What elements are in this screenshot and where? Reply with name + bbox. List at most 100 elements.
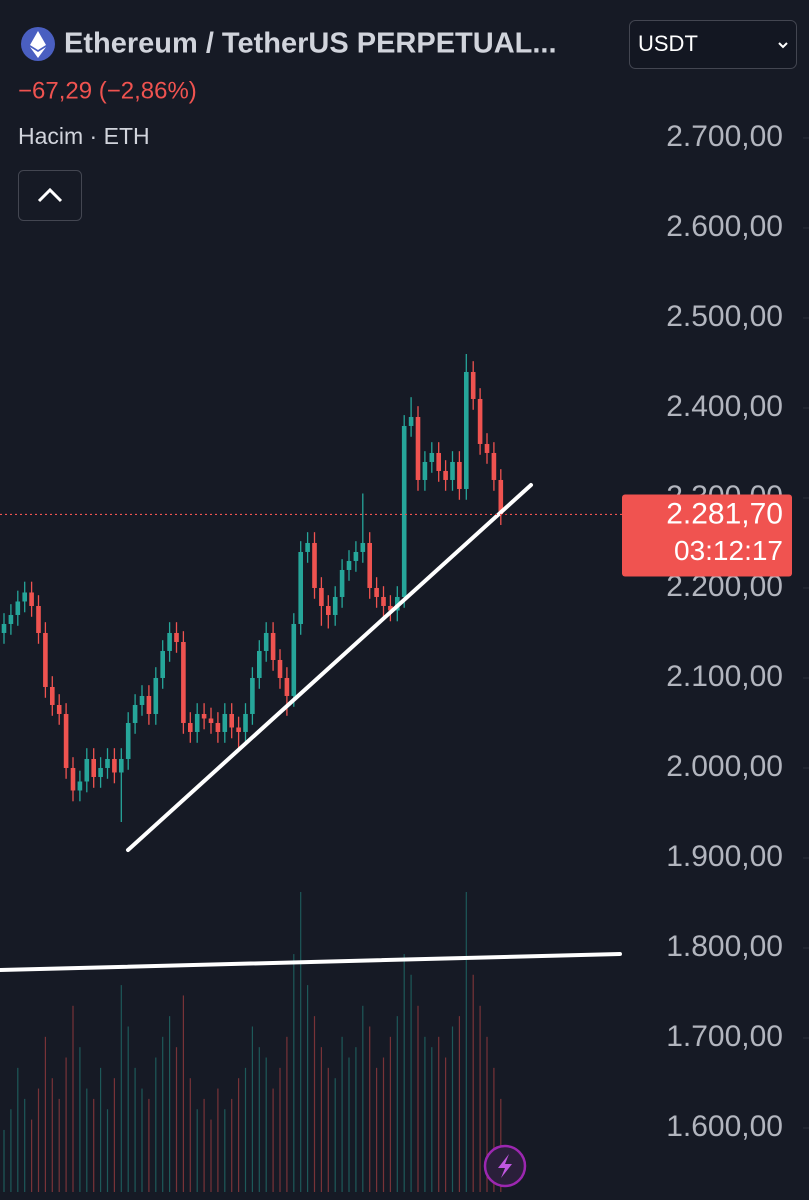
candle-body (174, 632, 179, 642)
candle-body (491, 452, 497, 480)
candle-body (98, 767, 103, 777)
volume-bar (403, 954, 405, 1192)
candle-body (160, 650, 165, 678)
candle-body (374, 587, 379, 597)
candle-layer (1, 353, 504, 822)
candle-body (353, 551, 359, 561)
volume-bar (148, 1098, 150, 1192)
candle-body (146, 695, 152, 714)
candle-body (470, 371, 476, 399)
volume-bar (51, 1078, 53, 1192)
volume-bar (300, 892, 302, 1192)
candle-body (401, 425, 407, 597)
candle-body (56, 704, 62, 714)
volume-bar (369, 1026, 371, 1192)
volume-bar (355, 1047, 357, 1192)
candle-body (63, 713, 69, 768)
candle-body (498, 479, 504, 515)
last-price-label: 2.281,70 (666, 497, 783, 530)
volume-bar (10, 1109, 12, 1192)
volume-bar (389, 1036, 391, 1192)
volume-bar (231, 1098, 233, 1192)
y-tick-label: 2.100,00 (666, 660, 783, 693)
candle-body (477, 398, 483, 444)
volume-bar (258, 1047, 260, 1192)
lightning-icon (498, 1154, 512, 1178)
volume-bar (244, 1067, 247, 1192)
y-tick-label: 2.500,00 (666, 300, 783, 333)
candle-body (257, 650, 262, 678)
candle-body (263, 632, 269, 651)
candle-body (243, 713, 248, 732)
candle-body (408, 416, 414, 426)
y-tick-label: 1.600,00 (666, 1110, 783, 1143)
candle-body (388, 605, 393, 611)
dropdown-arrow (778, 42, 788, 49)
currency-select[interactable] (629, 20, 797, 69)
volume-bar (272, 1088, 274, 1192)
volume-bar (182, 995, 184, 1192)
candle-body (188, 722, 193, 732)
candle-body (457, 461, 462, 489)
volume-bar (31, 1119, 33, 1192)
candle-body (112, 758, 117, 773)
volume-bar (424, 1036, 426, 1192)
candle-body (194, 713, 200, 732)
candle-body (153, 677, 159, 714)
volume-bar (417, 1005, 419, 1192)
volume-bar (72, 1005, 74, 1192)
candle-body (381, 596, 386, 606)
y-tick-label: 2.700,00 (666, 120, 783, 153)
trendline (0, 952, 622, 972)
candle-body (484, 443, 490, 453)
symbol-title[interactable]: Ethereum / TetherUS PERPETUAL... (64, 28, 557, 60)
volume-bar (224, 1109, 226, 1192)
candle-body (36, 605, 41, 633)
volume-bar (134, 1067, 136, 1192)
candle-body (8, 614, 14, 624)
last-price: 2.281,70 03:12:17 (0, 494, 792, 577)
volume-bar (238, 1078, 240, 1192)
candle-body (201, 713, 207, 719)
volume-bar (320, 1047, 322, 1192)
candle-body (415, 416, 421, 480)
chevron-up (37, 187, 63, 203)
candle-body (298, 551, 303, 624)
candle-body (436, 452, 441, 471)
candle-body (443, 470, 448, 480)
volume-bar (479, 1005, 481, 1192)
candle-body (284, 677, 290, 696)
y-tick-label: 2.400,00 (666, 390, 783, 423)
y-tick-label: 2.000,00 (666, 750, 783, 783)
price-change: −67,29 (−2,86%) (18, 77, 197, 104)
volume-bar (465, 892, 467, 1192)
candle-body (450, 461, 455, 480)
countdown: 03:12:17 (674, 535, 783, 566)
candle-body (332, 596, 338, 615)
trendline (126, 483, 533, 852)
candle-body (167, 632, 172, 651)
volume-bar (486, 1036, 488, 1192)
candle-body (339, 569, 345, 597)
volume-bar (37, 1088, 40, 1192)
volume-bar (24, 1098, 26, 1192)
y-tick-label: 1.700,00 (666, 1020, 783, 1053)
volume-bar (217, 1088, 219, 1192)
volume-bar (203, 1098, 205, 1192)
eth-logo (30, 31, 46, 58)
candle-body (139, 695, 145, 705)
volume-bar (334, 1078, 336, 1192)
volume-bar (341, 1036, 343, 1192)
candle-body (422, 461, 428, 480)
collapse-button[interactable] (18, 170, 82, 221)
candle-body (43, 632, 48, 687)
candle-body (77, 781, 83, 791)
candle-body (208, 718, 214, 723)
volume-bar (79, 1047, 81, 1192)
candle-body (312, 542, 317, 588)
candle-body (181, 641, 186, 723)
volume-bar (189, 1078, 191, 1192)
volume-bar (438, 1036, 440, 1192)
volume-bar (65, 1057, 67, 1192)
volume-bar (286, 1036, 288, 1192)
